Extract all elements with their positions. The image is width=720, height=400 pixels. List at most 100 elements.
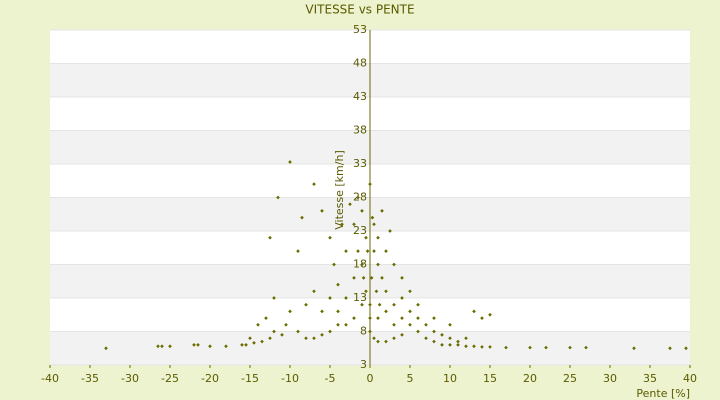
point [424,322,428,327]
point [372,249,376,253]
point [568,345,572,350]
point [400,296,404,300]
point [384,309,388,314]
point [464,344,468,349]
point [400,333,404,337]
x-tick-label: -35 [81,372,99,385]
point [392,322,396,327]
point [488,345,492,349]
x-tick-label: 15 [483,372,497,385]
point [364,289,368,294]
point [328,296,332,300]
point [224,344,228,349]
point [440,343,444,347]
point [248,336,252,341]
point [684,346,688,351]
point [448,343,452,347]
y-tick-label: 28 [353,191,367,204]
y-tick-label: 13 [353,291,367,304]
point [156,344,160,349]
point [312,182,316,186]
point [392,336,396,341]
point [364,235,368,240]
point [374,289,379,294]
point [376,316,380,320]
point [344,296,348,300]
point [288,309,292,314]
point [272,296,276,300]
point [352,316,356,320]
point [400,316,404,320]
point [320,333,324,337]
point [504,345,508,350]
y-tick-label: 48 [353,57,367,70]
point [192,343,196,347]
point [384,289,388,294]
point [440,333,444,337]
point [384,339,388,344]
point [332,262,336,267]
x-tick-label: 25 [563,372,577,385]
x-tick-label: 10 [443,372,457,385]
y-tick-label: 8 [360,325,367,338]
point [348,202,352,207]
x-tick-label: -40 [41,372,59,385]
x-axis-label: Pente [%] [636,387,690,400]
point [400,276,404,280]
point [544,345,548,350]
point [284,322,288,327]
point [368,316,372,320]
point [304,302,308,307]
x-tick-label: 30 [603,372,617,385]
point [340,222,344,227]
point [264,316,268,320]
point [312,289,316,294]
x-tick-label: 35 [643,372,657,385]
point [168,344,172,349]
point [288,160,292,164]
point [252,341,256,345]
point [376,339,380,344]
point [240,343,244,347]
point [320,309,324,314]
point [416,302,420,307]
point [408,309,412,314]
x-tick-label: 40 [683,372,697,385]
point [368,329,372,334]
point [448,322,452,327]
x-tick-label: 5 [407,372,414,385]
point [244,343,248,347]
point [384,249,388,253]
x-tick-label: 20 [523,372,537,385]
point [456,343,460,347]
point [336,282,340,287]
point [448,336,452,341]
point [320,209,324,213]
point [668,346,672,351]
point [352,276,356,280]
y-tick-label: 3 [360,358,367,371]
x-tick-label: -30 [121,372,139,385]
point [352,222,356,227]
point [328,235,332,240]
point [344,322,348,327]
point [208,344,212,349]
point [368,302,372,307]
point [280,333,284,337]
point [408,322,412,327]
point [372,336,376,341]
point [377,302,382,307]
y-tick-label: 23 [353,224,367,237]
point [272,329,276,334]
point [160,344,164,349]
y-tick-label: 18 [353,258,367,271]
point [392,262,396,267]
point [256,322,260,327]
point [480,316,484,320]
point [472,344,476,349]
point [372,222,376,227]
point [296,249,300,253]
point [312,336,316,341]
x-tick-label: -5 [325,372,336,385]
